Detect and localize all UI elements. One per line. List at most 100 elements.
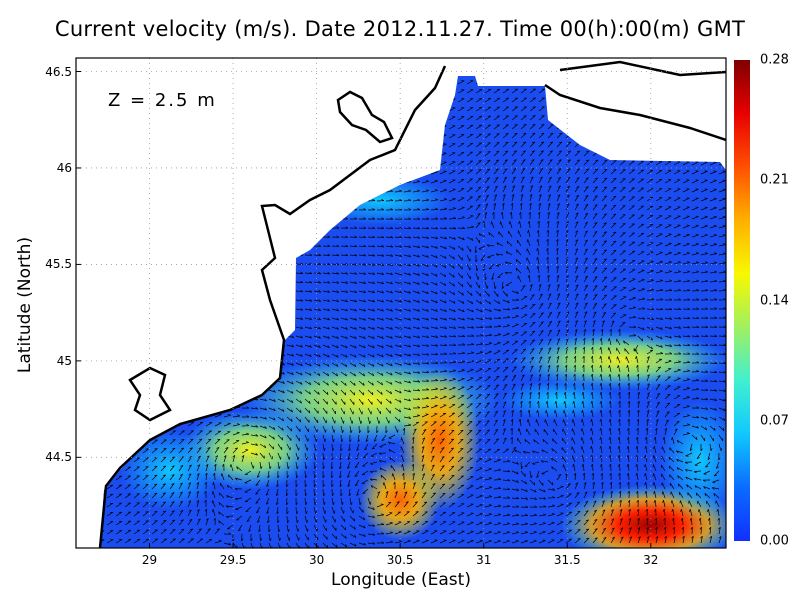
velocity-arrow (232, 108, 240, 112)
velocity-arrow (547, 132, 554, 139)
velocity-arrow (250, 81, 258, 85)
velocity-arrow (286, 135, 294, 139)
velocity-arrow (700, 188, 708, 193)
velocity-arrow (700, 107, 708, 112)
velocity-arrow (655, 358, 663, 364)
velocity-arrow (500, 211, 504, 220)
velocity-arrow (255, 506, 261, 514)
velocity-arrow (368, 63, 375, 66)
velocity-arrow (646, 151, 654, 157)
velocity-arrow (691, 298, 700, 301)
velocity-arrow (412, 308, 420, 312)
velocity-arrow (89, 306, 96, 309)
velocity-arrow (565, 284, 570, 292)
velocity-arrow (214, 180, 223, 184)
velocity-arrow (673, 404, 681, 409)
velocity-arrow (717, 517, 720, 526)
velocity-arrow (661, 491, 666, 499)
velocity-arrow (322, 353, 330, 358)
velocity-arrow (340, 398, 346, 405)
velocity-arrow (627, 409, 630, 418)
velocity-arrow (133, 484, 140, 490)
velocity-arrow (169, 492, 175, 499)
velocity-arrow (683, 63, 689, 66)
velocity-arrow (664, 352, 673, 355)
velocity-arrow (709, 434, 714, 442)
velocity-arrow (133, 135, 141, 139)
velocity-arrow (378, 460, 387, 463)
velocity-arrow (709, 443, 713, 452)
velocity-arrow (448, 254, 455, 260)
velocity-arrow (457, 512, 465, 517)
velocity-arrow (637, 307, 646, 310)
velocity-arrow (259, 108, 267, 112)
velocity-arrow (250, 325, 259, 328)
velocity-arrow (682, 215, 690, 220)
velocity-arrow (610, 312, 617, 319)
velocity-arrow (536, 470, 540, 478)
velocity-arrow (331, 470, 334, 479)
velocity-arrow (555, 256, 559, 265)
velocity-arrow (268, 425, 276, 430)
velocity-arrow (214, 446, 220, 454)
velocity-arrow (601, 160, 608, 166)
velocity-arrow (637, 409, 640, 418)
velocity-arrow (304, 162, 313, 166)
velocity-arrow (404, 72, 411, 75)
velocity-arrow (151, 279, 159, 283)
velocity-arrow (457, 521, 465, 526)
velocity-arrow (458, 72, 464, 75)
velocity-arrow (494, 63, 500, 66)
velocity-arrow (619, 133, 626, 139)
velocity-arrow (673, 335, 682, 338)
velocity-arrow (484, 438, 491, 445)
velocity-arrow (592, 320, 596, 328)
velocity-arrow (187, 315, 196, 319)
velocity-arrow (574, 337, 578, 346)
velocity-arrow (151, 421, 159, 427)
velocity-arrow (358, 180, 367, 184)
velocity-arrow (142, 216, 150, 220)
velocity-arrow (547, 513, 555, 517)
velocity-arrow (115, 198, 123, 202)
velocity-arrow (340, 389, 347, 396)
velocity-arrow (664, 288, 673, 292)
velocity-arrow (212, 509, 216, 517)
velocity-arrow (268, 216, 277, 220)
velocity-arrow (646, 160, 654, 166)
velocity-arrow (100, 314, 105, 319)
velocity-arrow (592, 222, 598, 229)
velocity-arrow (80, 234, 87, 237)
velocity-arrow (178, 144, 186, 148)
velocity-arrow (205, 225, 214, 229)
velocity-arrow (197, 63, 204, 66)
velocity-arrow (250, 361, 259, 365)
velocity-arrow (187, 171, 195, 175)
velocity-arrow (322, 171, 331, 175)
velocity-arrow (142, 332, 150, 337)
velocity-arrow (124, 332, 132, 337)
velocity-arrow (313, 135, 321, 139)
velocity-arrow (505, 281, 513, 286)
velocity-arrow (205, 153, 213, 157)
velocity-arrow (574, 482, 579, 490)
velocity-arrow (116, 63, 123, 66)
velocity-arrow (448, 281, 455, 287)
velocity-arrow (493, 522, 501, 526)
grid (76, 58, 726, 548)
velocity-arrow (448, 421, 455, 427)
velocity-arrow (187, 243, 196, 247)
velocity-arrow (709, 170, 717, 175)
velocity-arrow (403, 380, 411, 384)
velocity-arrow (688, 500, 693, 508)
velocity-arrow (628, 260, 636, 265)
velocity-arrow (115, 225, 123, 229)
velocity-arrow (187, 162, 195, 166)
velocity-arrow (178, 297, 187, 301)
velocity-arrow (563, 400, 567, 409)
velocity-arrow (655, 335, 663, 340)
velocity-arrow (178, 270, 187, 274)
velocity-arrow (484, 333, 493, 337)
velocity-arrow (529, 391, 532, 400)
velocity-arrow (89, 243, 96, 246)
